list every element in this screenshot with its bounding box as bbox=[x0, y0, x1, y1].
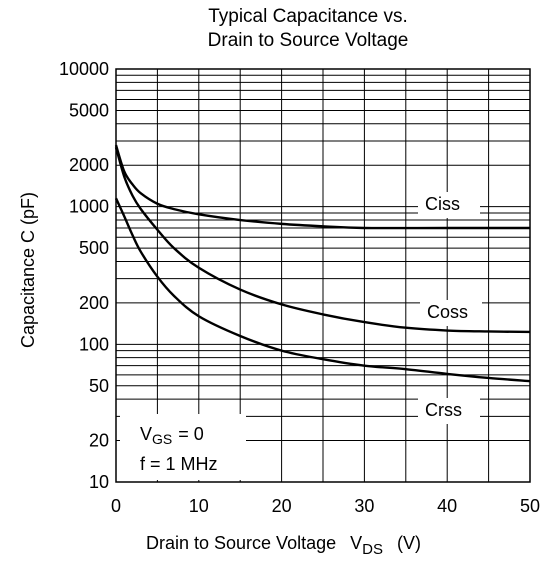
curve-labels: Ciss Coss Crss bbox=[418, 192, 482, 424]
x-tick-label: 10 bbox=[189, 496, 209, 516]
series-label-crss: Crss bbox=[425, 400, 462, 420]
x-axis-label: Drain to Source Voltage VDS (V) bbox=[146, 533, 421, 558]
series-label-background bbox=[420, 300, 482, 326]
series-ciss-line bbox=[114, 144, 531, 230]
y-tick-label: 200 bbox=[79, 293, 109, 313]
vgs-annotation: VGS = 0 bbox=[140, 424, 204, 447]
x-tick-label: 30 bbox=[354, 496, 374, 516]
y-tick-label: 500 bbox=[79, 238, 109, 258]
curves bbox=[114, 144, 531, 383]
tick-labels: 0 10 20 30 40 5010205010020050010002000500010… bbox=[59, 59, 540, 516]
y-axis-label: Capacitance C (pF) bbox=[18, 192, 38, 348]
x-tick-label: 40 bbox=[437, 496, 457, 516]
chart-title-line-1: Typical Capacitance vs. bbox=[208, 6, 408, 27]
annotation-box: VGS = 0 f = 1 MHz bbox=[120, 414, 246, 480]
y-tick-label: 2000 bbox=[69, 155, 109, 175]
series-coss-line bbox=[114, 146, 531, 334]
series-label-ciss: Ciss bbox=[425, 194, 460, 214]
series-label-background bbox=[418, 398, 480, 424]
x-tick-label: 50 bbox=[520, 496, 540, 516]
y-tick-label: 50 bbox=[89, 376, 109, 396]
y-tick-label: 1000 bbox=[69, 197, 109, 217]
y-tick-label: 10 bbox=[89, 472, 109, 492]
series-label-background bbox=[418, 192, 480, 218]
frequency-annotation: f = 1 MHz bbox=[140, 454, 218, 474]
plot-frame bbox=[115, 68, 531, 483]
y-tick-label: 100 bbox=[79, 334, 109, 354]
x-tick-label: 20 bbox=[272, 496, 292, 516]
x-tick-label: 0 bbox=[111, 496, 121, 516]
y-tick-label: 10000 bbox=[59, 59, 109, 79]
chart-title-line-2: Drain to Source Voltage bbox=[207, 30, 409, 51]
y-tick-label: 20 bbox=[89, 431, 109, 451]
grid bbox=[115, 68, 531, 483]
annotation-background bbox=[120, 414, 246, 480]
series-label-coss: Coss bbox=[427, 302, 468, 322]
y-tick-label: 5000 bbox=[69, 100, 109, 120]
series-crss-line bbox=[114, 197, 531, 383]
